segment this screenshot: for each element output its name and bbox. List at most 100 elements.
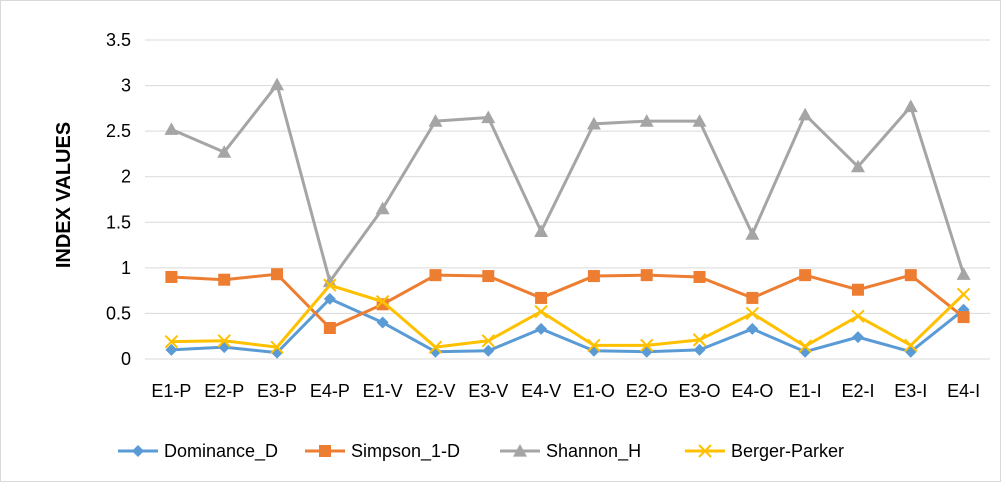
y-tick-label: 1.5 [106, 212, 131, 232]
data-point [851, 283, 864, 296]
data-point [535, 291, 548, 304]
data-point [587, 270, 600, 283]
x-tick-label: E3-I [894, 381, 927, 401]
data-point [218, 341, 231, 354]
data-point [692, 114, 707, 127]
data-point [535, 322, 548, 335]
data-point [640, 345, 653, 358]
y-tick-label: 3.5 [106, 30, 131, 50]
data-point [482, 344, 495, 357]
series-dominance-d [165, 292, 970, 359]
data-point [164, 122, 179, 135]
data-point [693, 270, 706, 283]
legend-label: Berger-Parker [731, 441, 844, 461]
y-tick-label: 0.5 [106, 303, 131, 323]
data-point [428, 340, 443, 354]
data-point [481, 334, 495, 348]
data-point [957, 311, 970, 324]
x-tick-label: E2-I [841, 381, 874, 401]
data-point [904, 338, 918, 353]
data-point [271, 268, 284, 281]
data-point [270, 340, 284, 354]
series-line [170, 83, 966, 284]
x-tick-label: E2-V [415, 381, 455, 401]
y-tick-label: 1 [121, 258, 131, 278]
legend-label: Dominance_D [164, 441, 278, 462]
legend-entry: Berger-Parker [685, 441, 844, 461]
legend-label: Shannon_H [546, 441, 641, 462]
series-berger-parker [164, 278, 971, 354]
data-point [376, 316, 389, 329]
data-point [640, 338, 654, 353]
data-point [323, 322, 336, 335]
data-point [217, 145, 232, 158]
data-point [745, 227, 760, 240]
data-point [429, 269, 442, 282]
x-tick-label: E1-O [573, 381, 615, 401]
legend-entry: Simpson_1-D [305, 441, 460, 462]
series-line [171, 297, 965, 355]
data-point [322, 274, 337, 288]
data-point [745, 306, 760, 321]
legend-marker [319, 445, 331, 457]
data-point [428, 114, 443, 127]
data-point [956, 287, 971, 301]
data-point [799, 269, 812, 282]
data-point [429, 345, 442, 358]
series-layer [164, 77, 971, 359]
x-tick-label: E3-P [257, 381, 297, 401]
data-point [217, 334, 231, 348]
data-point [692, 333, 707, 347]
data-point [639, 114, 654, 127]
data-point [586, 116, 601, 130]
x-tick-label: E2-P [204, 381, 244, 401]
legend-entry: Shannon_H [500, 441, 641, 462]
data-point [481, 110, 496, 124]
data-point [587, 338, 601, 353]
data-point [904, 269, 917, 282]
y-axis-ticks: 0 0.5 1 1.5 2 2.5 3 3.5 [106, 30, 131, 369]
legend-entry: Dominance_D [118, 441, 278, 462]
data-point [323, 292, 336, 305]
data-point [482, 270, 495, 283]
data-point [534, 224, 549, 237]
data-point [851, 331, 864, 344]
x-axis-ticks: E1-P E2-P E3-P E4-P E1-V E2-V E3-V E4-V E1-O E2-O… [151, 381, 980, 401]
legend: Dominance_D Simpson_1-D Shannon_H Berger-Pa… [118, 441, 844, 462]
x-tick-label: E4-V [521, 381, 561, 401]
y-tick-label: 2.5 [106, 121, 131, 141]
data-point [165, 270, 178, 283]
data-point [956, 267, 971, 280]
x-tick-label: E3-V [468, 381, 508, 401]
y-tick-label: 2 [121, 167, 131, 187]
data-point [164, 334, 179, 349]
y-tick-label: 3 [121, 76, 131, 96]
data-point [693, 343, 706, 356]
x-tick-label: E3-O [679, 381, 721, 401]
data-point [375, 201, 390, 215]
series-simpson-1-d [165, 268, 970, 335]
series-line [171, 272, 965, 330]
legend-marker [132, 445, 144, 457]
data-point [375, 294, 390, 309]
x-tick-label: E4-O [731, 381, 773, 401]
series-shannon-h [164, 77, 971, 288]
data-point [165, 343, 178, 356]
x-tick-label: E2-O [626, 381, 668, 401]
data-point [746, 291, 759, 304]
series-line [171, 283, 965, 349]
data-point [851, 309, 865, 323]
y-axis-title: INDEX VALUES [53, 122, 75, 268]
x-tick-label: E1-P [151, 381, 191, 401]
legend-marker [513, 444, 527, 457]
legend-label: Simpson_1-D [351, 441, 460, 462]
data-point [218, 273, 231, 286]
data-point [270, 77, 285, 91]
data-point [640, 269, 653, 282]
data-point [798, 339, 812, 353]
x-tick-label: E1-I [789, 381, 822, 401]
data-point [746, 322, 759, 335]
